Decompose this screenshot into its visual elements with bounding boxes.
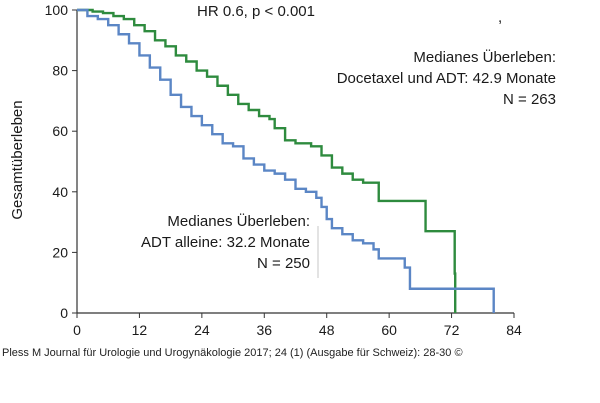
y-tick-label: 20 — [52, 244, 68, 260]
y-axis-label: Gesamtüberleben — [9, 100, 26, 219]
series-line-docetaxel-adt — [77, 8, 457, 313]
y-ticks: 0 20 40 60 80 100 — [45, 2, 77, 321]
y-tick-label: 0 — [60, 305, 68, 321]
x-tick-label: 12 — [132, 322, 148, 338]
x-tick-label: 48 — [319, 322, 335, 338]
docetaxel-annotation-line-3: N = 263 — [503, 91, 556, 108]
x-tick-label: 72 — [444, 322, 460, 338]
adt-annotation-line-1: Medianes Überleben: — [167, 212, 310, 230]
x-tick-label: 60 — [381, 322, 397, 338]
adt-annotation-line-3: N = 250 — [257, 255, 310, 272]
adt-annotation-line-2: ADT alleine: 32.2 Monate — [141, 234, 310, 251]
adt-annotation: Medianes Überleben: ADT alleine: 32.2 Mo… — [141, 212, 310, 272]
x-ticks: 0 12 24 36 48 60 72 84 — [73, 313, 522, 338]
survival-chart: 0 12 24 36 48 60 72 84 0 20 40 60 80 100 Gesamtüberl… — [9, 2, 556, 338]
y-tick-label: 40 — [52, 184, 68, 200]
axes — [76, 10, 514, 314]
docetaxel-annotation-line-1: Medianes Überleben: — [413, 48, 556, 66]
y-tick-label: 80 — [52, 63, 68, 79]
series-layer — [77, 8, 495, 313]
x-tick-label: 36 — [256, 322, 272, 338]
chart-title: HR 0.6, p < 0.001 — [197, 3, 315, 20]
y-tick-label: 60 — [52, 123, 68, 139]
docetaxel-annotation: Medianes Überleben: Docetaxel und ADT: 4… — [337, 48, 556, 108]
x-tick-label: 24 — [194, 322, 210, 338]
x-tick-label: 0 — [73, 322, 81, 338]
docetaxel-annotation-line-2: Docetaxel und ADT: 42.9 Monate — [337, 70, 556, 87]
stray-mark: , — [498, 9, 502, 26]
y-tick-label: 100 — [45, 2, 69, 18]
series-line-adt-alone — [77, 8, 495, 313]
source-caption: Pless M Journal für Urologie und Urogynä… — [2, 347, 463, 359]
x-tick-label: 84 — [506, 322, 522, 338]
